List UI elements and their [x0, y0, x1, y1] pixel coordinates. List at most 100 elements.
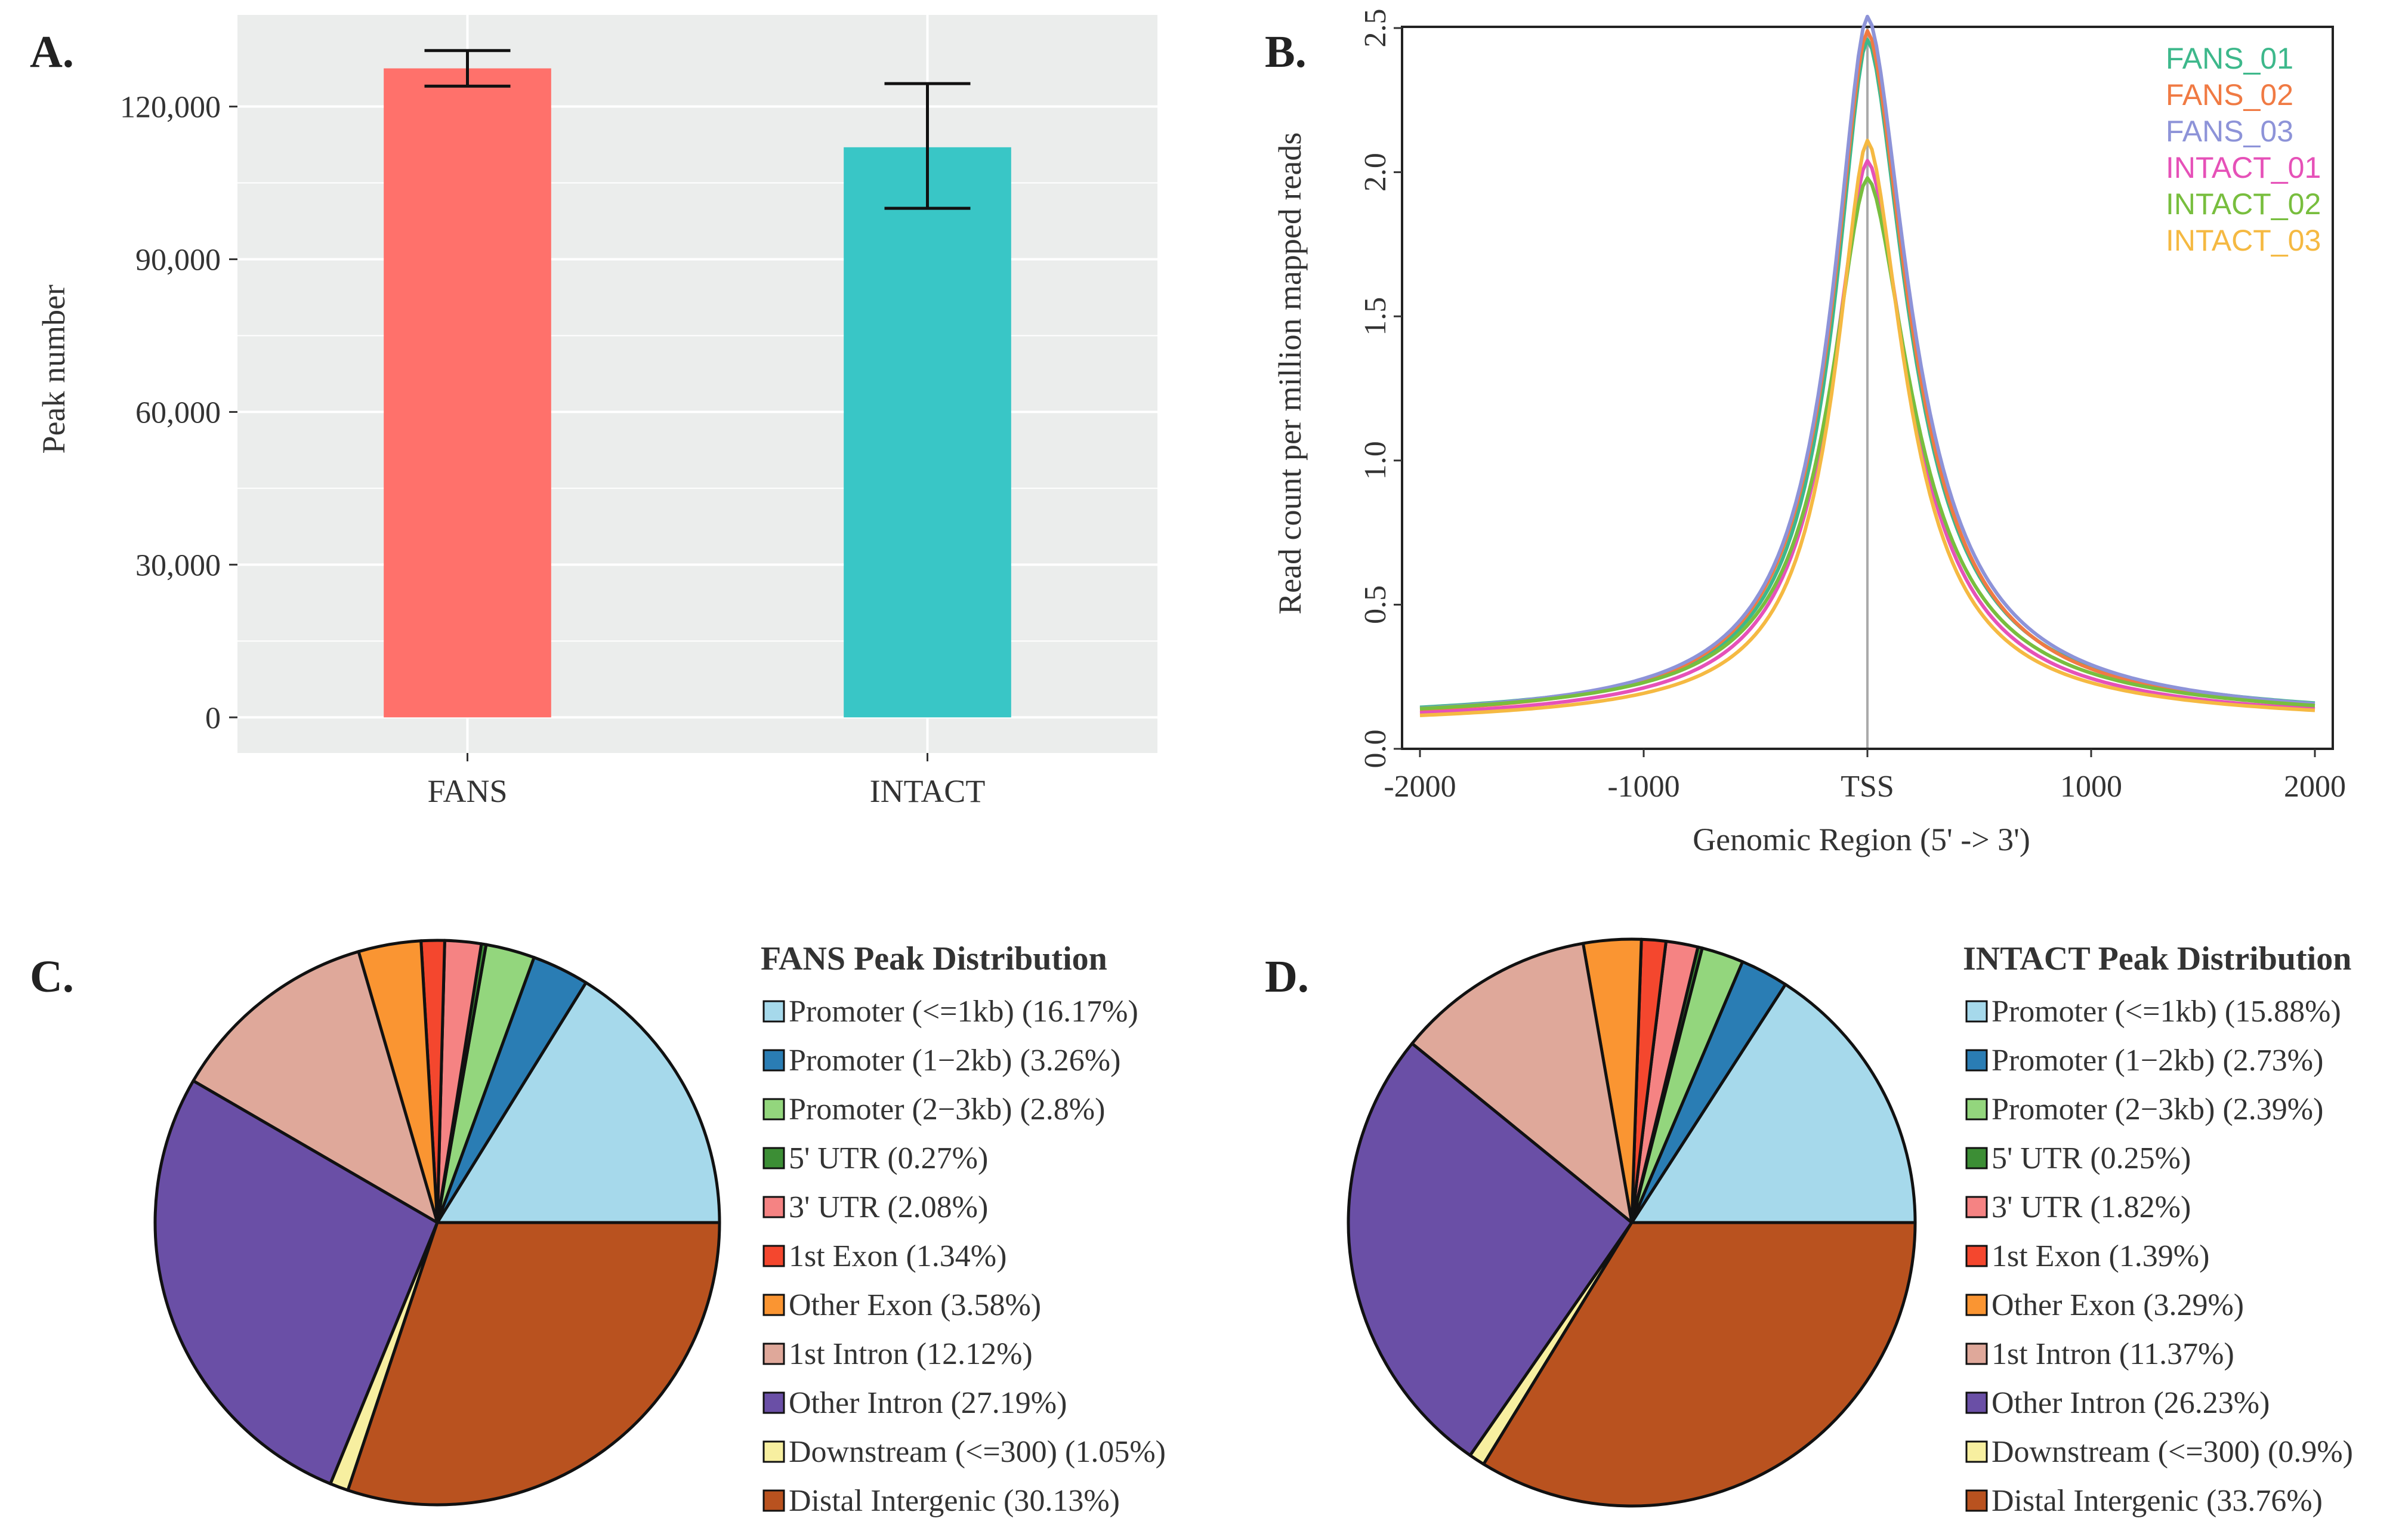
panel-d-legend: Promoter (<=1kb) (15.88%) Promoter (1−2kb… — [1965, 995, 2353, 1518]
legend-entry: FANS_01 — [2166, 42, 2293, 75]
legend-entry: FANS_03 — [2166, 115, 2293, 148]
panel-c-pie — [153, 939, 721, 1507]
panel-d-legend-label: Promoter (1−2kb) (2.73%) — [1992, 1044, 2323, 1078]
panel-c-legend-label: Promoter (1−2kb) (3.26%) — [789, 1044, 1120, 1078]
y-tick-label: 1.0 — [1358, 441, 1393, 480]
panel-c-legend-swatch — [762, 1098, 785, 1121]
panel-c-legend-swatch — [762, 1440, 785, 1463]
panel-d-pie — [1347, 937, 1917, 1508]
panel-c-legend-label: Other Intron (27.19%) — [789, 1386, 1067, 1420]
panel-c-slice — [346, 1221, 721, 1507]
line-fans-03 — [1419, 14, 2315, 711]
panel-d-legend-title: INTACT Peak Distribution — [1963, 940, 2351, 977]
panel-d-legend-label: Other Exon (3.29%) — [1992, 1288, 2244, 1322]
panel-b: B. 0.0 0.5 1.0 1.5 2.0 2.5 -2000 -1000 TSS 1000 2… — [1265, 9, 2346, 858]
panel-d-legend-label: 5' UTR (0.25%) — [1992, 1141, 2191, 1175]
y-tick-label: 2.0 — [1358, 153, 1393, 192]
panel-d-legend-swatch — [1965, 1391, 1988, 1414]
panel-d-legend-swatch — [1965, 1343, 1988, 1365]
panel-c-legend-label: Other Exon (3.58%) — [789, 1288, 1041, 1322]
panel-d-legend-swatch — [1965, 1489, 1988, 1512]
panel-c-legend-label: Downstream (<=300) (1.05%) — [789, 1435, 1166, 1469]
panel-d-legend-label: Distal Intergenic (33.76%) — [1992, 1484, 2323, 1518]
x-tick-label: -2000 — [1384, 770, 1456, 804]
bar-intact — [844, 147, 1011, 718]
panel-b-x-axis-title: Genomic Region (5' -> 3') — [1693, 822, 2030, 857]
line-intact-01 — [1419, 159, 2315, 715]
panel-c-slice — [192, 950, 439, 1224]
y-tick-label: 60,000 — [135, 396, 221, 430]
panel-c: C. FANS Peak Distribution Promoter (<=1k… — [30, 939, 1166, 1518]
panel-c-legend-swatch — [762, 1049, 785, 1072]
y-tick-label: 0.0 — [1358, 730, 1393, 769]
panel-d-legend-label: Other Intron (26.23%) — [1992, 1386, 2270, 1420]
panel-d-legend-label: 1st Intron (11.37%) — [1992, 1337, 2234, 1371]
panel-d-legend-label: Promoter (<=1kb) (15.88%) — [1992, 995, 2341, 1029]
panel-d-legend-swatch — [1965, 1147, 1988, 1169]
y-tick-label: 90,000 — [135, 243, 221, 277]
panel-d-legend-label: 3' UTR (1.82%) — [1992, 1190, 2191, 1224]
panel-c-legend-label: 1st Exon (1.34%) — [789, 1239, 1006, 1273]
panel-c-legend: Promoter (<=1kb) (16.17%) Promoter (1−2kb… — [762, 995, 1166, 1518]
x-tick-label: FANS — [427, 773, 507, 809]
panel-d-legend-swatch — [1965, 1049, 1988, 1072]
panel-c-slice — [153, 1079, 439, 1486]
panel-d-legend-swatch — [1965, 1440, 1988, 1463]
panel-d-slice — [1410, 942, 1634, 1224]
panel-d-legend-label: 1st Exon (1.39%) — [1992, 1239, 2209, 1273]
y-tick-label: 2.5 — [1358, 9, 1393, 48]
panel-c-legend-swatch — [762, 1245, 785, 1267]
panel-c-legend-swatch — [762, 1147, 785, 1169]
panel-d-slice — [1482, 1221, 1917, 1508]
panel-c-legend-title: FANS Peak Distribution — [761, 940, 1107, 977]
panel-b-label: B. — [1265, 27, 1307, 77]
panel-d-legend-swatch — [1965, 1196, 1988, 1218]
panel-c-legend-swatch — [762, 1489, 785, 1512]
panel-d-legend-swatch — [1965, 1245, 1988, 1267]
legend-entry: FANS_02 — [2166, 78, 2293, 112]
panel-c-legend-swatch — [762, 1000, 785, 1023]
panel-c-legend-label: 3' UTR (2.08%) — [789, 1190, 988, 1224]
panel-c-legend-swatch — [762, 1294, 785, 1316]
y-tick-label: 120,000 — [120, 91, 221, 125]
panel-c-legend-label: Promoter (<=1kb) (16.17%) — [789, 995, 1138, 1029]
legend-entry: INTACT_01 — [2166, 151, 2321, 184]
panel-b-y-axis-title: Read count per million mapped reads — [1272, 132, 1308, 615]
panel-c-slice — [436, 981, 721, 1224]
panel-d-legend-label: Downstream (<=300) (0.9%) — [1992, 1435, 2353, 1469]
legend-entry: INTACT_03 — [2166, 224, 2321, 257]
panel-d-legend-swatch — [1965, 1294, 1988, 1316]
panel-a-y-axis: 0 30,000 60,000 90,000 120,000 — [120, 91, 237, 735]
panel-d-legend-swatch — [1965, 1098, 1988, 1121]
line-intact-03 — [1419, 138, 2315, 717]
panel-b-legend: FANS_01FANS_02FANS_03INTACT_01INTACT_02I… — [2166, 42, 2321, 257]
panel-d-label: D. — [1265, 952, 1309, 1002]
y-tick-label: 30,000 — [135, 548, 221, 582]
panel-b-y-axis: 0.0 0.5 1.0 1.5 2.0 2.5 — [1358, 9, 1402, 769]
panel-a-y-axis-title: Peak number — [36, 285, 72, 453]
panel-d-legend-swatch — [1965, 1000, 1988, 1023]
panel-d-slice — [1347, 1042, 1634, 1457]
panel-c-legend-label: Distal Intergenic (30.13%) — [789, 1484, 1120, 1518]
panel-a-label: A. — [30, 27, 74, 77]
line-intact-02 — [1419, 176, 2315, 711]
panel-c-legend-swatch — [762, 1343, 785, 1365]
x-tick-label: 2000 — [2284, 770, 2346, 804]
panel-d-slice — [1630, 983, 1917, 1224]
panel-c-legend-swatch — [762, 1391, 785, 1414]
y-tick-label: 0 — [205, 701, 221, 735]
panel-c-label: C. — [30, 952, 74, 1002]
panel-b-x-axis: -2000 -1000 TSS 1000 2000 — [1384, 749, 2346, 804]
panel-a: A. 0 30,000 60,000 90,000 120,000 FANS INTACT… — [30, 15, 1157, 809]
y-tick-label: 1.5 — [1358, 297, 1393, 336]
panel-d: D. INTACT Peak Distribution Promoter (<=… — [1265, 937, 2353, 1518]
legend-entry: INTACT_02 — [2166, 187, 2321, 221]
x-tick-label: 1000 — [2060, 770, 2122, 804]
panel-c-legend-label: 1st Intron (12.12%) — [789, 1337, 1033, 1371]
bar-fans — [384, 68, 551, 718]
panel-a-bars — [384, 49, 1011, 718]
x-tick-label: INTACT — [870, 773, 986, 809]
panel-a-plot-area — [237, 15, 1157, 753]
y-tick-label: 0.5 — [1358, 585, 1393, 624]
